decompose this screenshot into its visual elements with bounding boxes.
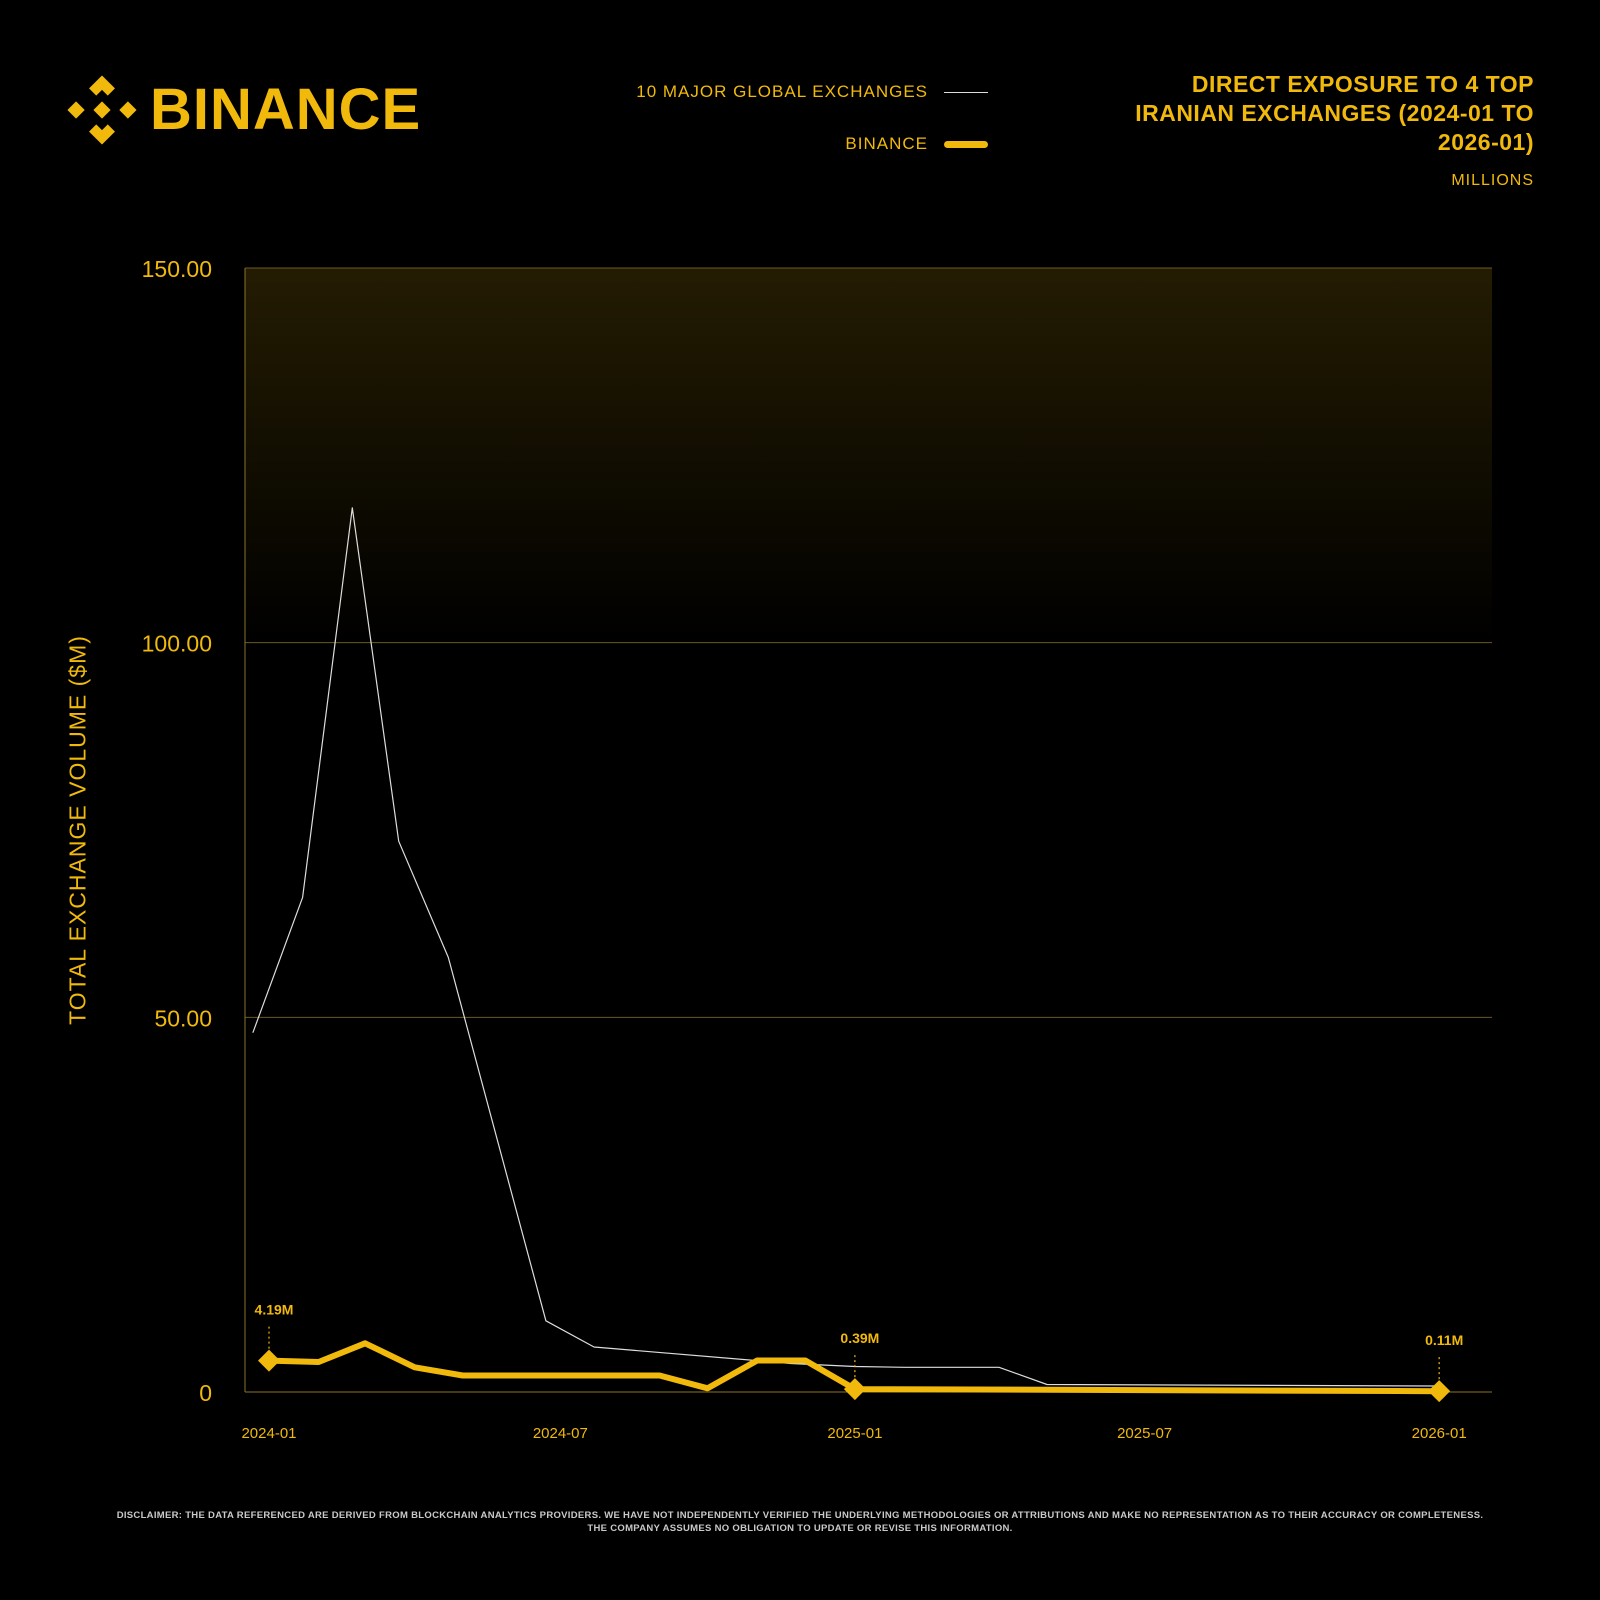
annotation-label-1: 0.39M <box>840 1330 879 1346</box>
disclaimer-line-2: THE COMPANY ASSUMES NO OBLIGATION TO UPD… <box>587 1523 1013 1534</box>
legend-label-binance: BINANCE <box>845 134 928 153</box>
legend-item-global: 10 MAJOR GLOBAL EXCHANGES <box>636 80 988 104</box>
y-tick-label: 50.00 <box>154 1005 212 1031</box>
annotation-marker-2 <box>1428 1380 1451 1403</box>
series-line-global-exchanges <box>252 507 1440 1387</box>
legend-swatch-global <box>944 91 988 93</box>
x-tick-label: 2025-01 <box>827 1425 882 1442</box>
disclaimer: DISCLAIMER: THE DATA REFERENCED ARE DERI… <box>60 1509 1540 1535</box>
y-tick-label: 0 <box>199 1380 212 1406</box>
brand-name: BINANCE <box>150 77 422 142</box>
legend-label-global: 10 MAJOR GLOBAL EXCHANGES <box>636 82 928 101</box>
binance-logo: BINANCE <box>66 74 421 146</box>
binance-diamond-icon <box>67 75 137 145</box>
legend-item-binance: BINANCE <box>636 132 988 156</box>
y-tick-label: 150.00 <box>142 256 212 282</box>
disclaimer-line-1: DISCLAIMER: THE DATA REFERENCED ARE DERI… <box>116 1510 1484 1521</box>
plot-top-gradient <box>245 268 1492 643</box>
annotation-marker-1 <box>843 1378 866 1401</box>
legend-swatch-binance <box>944 140 988 148</box>
annotation-marker-0 <box>258 1349 281 1372</box>
x-tick-label: 2026-01 <box>1412 1425 1467 1442</box>
x-tick-label: 2024-07 <box>533 1425 588 1442</box>
chart-title: DIRECT EXPOSURE TO 4 TOP IRANIAN EXCHANG… <box>1135 71 1534 155</box>
x-tick-label: 2025-07 <box>1117 1425 1172 1442</box>
chart-subtitle: MILLIONS <box>1451 172 1534 189</box>
chart-legend: 10 MAJOR GLOBAL EXCHANGES BINANCE <box>636 80 988 184</box>
annotation-label-0: 4.19M <box>255 1302 294 1318</box>
y-tick-label: 100.00 <box>142 631 212 657</box>
series-line-binance <box>266 1340 1443 1395</box>
annotation-label-2: 0.11M <box>1425 1332 1463 1348</box>
x-tick-label: 2024-01 <box>241 1425 296 1442</box>
